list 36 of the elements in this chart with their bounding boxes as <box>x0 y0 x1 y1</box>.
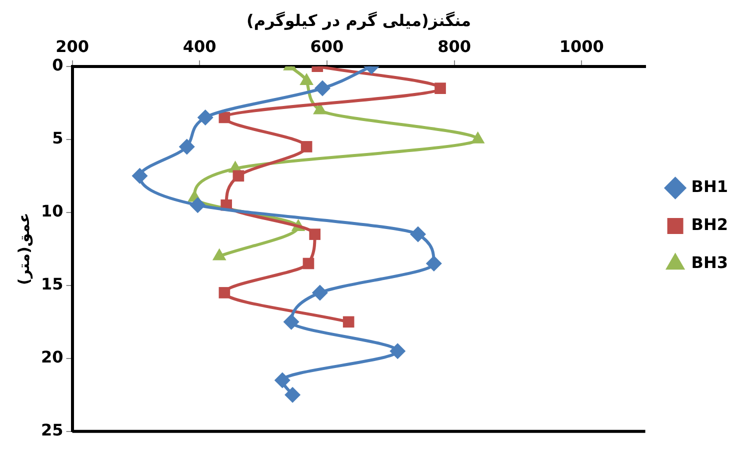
point <box>284 386 301 403</box>
point <box>410 226 426 242</box>
point <box>309 228 320 240</box>
point <box>178 138 195 155</box>
x-tick-label: 1000 <box>559 36 604 56</box>
point <box>218 287 230 298</box>
y-tick-label: 20 <box>41 348 64 367</box>
point <box>302 258 314 270</box>
point <box>314 80 330 96</box>
point <box>218 112 230 124</box>
legend-label: BH2 <box>691 215 728 234</box>
point <box>312 284 328 301</box>
x-tick-label: 400 <box>182 36 216 56</box>
point <box>426 256 442 272</box>
y-tick-label: 10 <box>41 202 64 221</box>
y-axis-title: عمق(متر) <box>14 212 33 286</box>
x-tick-label: 200 <box>56 36 89 56</box>
y-tick-label: 25 <box>41 420 64 440</box>
y-tick-label: 5 <box>52 128 64 148</box>
x-tick-label: 800 <box>438 36 471 56</box>
point <box>190 197 206 214</box>
y-tick-label: 15 <box>41 274 64 294</box>
point <box>232 170 244 182</box>
point <box>342 316 354 328</box>
point <box>283 314 300 330</box>
point <box>132 168 148 184</box>
x-axis-title: منگنز(میلی گرم در کیلوگرم) <box>246 10 472 30</box>
legend-label: BH1 <box>691 177 728 196</box>
x-tick-label: 600 <box>310 36 344 56</box>
y-tick-label: 0 <box>52 56 64 75</box>
point <box>197 110 214 126</box>
point <box>274 372 290 388</box>
point <box>390 343 406 360</box>
point <box>300 141 312 152</box>
legend-label: BH3 <box>691 253 728 272</box>
point <box>434 82 446 94</box>
